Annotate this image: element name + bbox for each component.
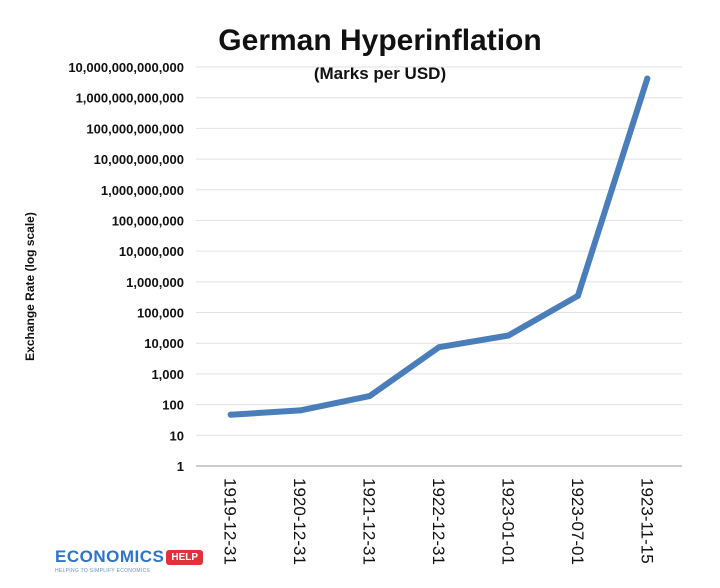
series-line [227, 75, 651, 418]
y-tick-label: 100 [162, 398, 184, 413]
y-tick-label: 10,000,000 [119, 244, 184, 259]
y-tick-label: 100,000 [137, 306, 184, 321]
x-tick-label: 1923-11-15 [637, 478, 656, 564]
y-axis-label: Exchange Rate (log scale) [23, 212, 37, 361]
gridlines [196, 66, 682, 436]
x-tick-label: 1920-12-31 [290, 478, 309, 565]
y-tick-label: 1,000 [151, 367, 184, 382]
y-tick-label: 10 [170, 428, 184, 443]
y-tick-label: 100,000,000,000 [86, 121, 184, 136]
y-tick-label: 1,000,000 [126, 275, 184, 290]
y-tick-label: 10,000,000,000 [94, 152, 184, 167]
series-group [227, 75, 651, 418]
data-point [505, 332, 512, 339]
x-tick-label: 1922-12-31 [429, 478, 448, 565]
data-point [366, 393, 373, 400]
x-tick-labels: 1919-12-31 1920-12-31 1921-12-31 1922-12-31… [221, 478, 657, 565]
y-tick-label: 100,000,000 [112, 213, 184, 228]
data-point [644, 75, 651, 82]
data-point [297, 407, 304, 414]
y-tick-label: 10,000 [144, 336, 184, 351]
data-point [574, 292, 581, 299]
x-tick-label: 1921-12-31 [360, 478, 379, 565]
x-tick-label: 1923-01-01 [498, 478, 517, 565]
economics-help-logo: ECONOMICS HELP HELPING TO SIMPLIFY ECONOM… [55, 547, 204, 581]
y-tick-labels: 1 10 100 1,000 10,000 100,000 1,000,000 10,000,… [68, 60, 184, 474]
y-tick-label: 1,000,000,000,000 [76, 91, 184, 106]
y-tick-label: 1 [177, 459, 184, 474]
chart-title: German Hyperinflation [218, 24, 542, 57]
logo-text: ECONOMICS [55, 547, 165, 566]
x-tick-label: 1919-12-31 [221, 478, 240, 565]
logo-badge: HELP [166, 550, 204, 565]
chart-subtitle: (Marks per USD) [313, 64, 447, 83]
data-point [227, 411, 234, 418]
y-tick-label: 10,000,000,000,000 [68, 60, 184, 75]
data-point [436, 344, 442, 351]
logo-tagline: HELPING TO SIMPLIFY ECONOMICS [55, 568, 151, 574]
x-tick-label: 1923-07-01 [568, 478, 587, 565]
y-tick-label: 1,000,000,000 [101, 183, 184, 198]
